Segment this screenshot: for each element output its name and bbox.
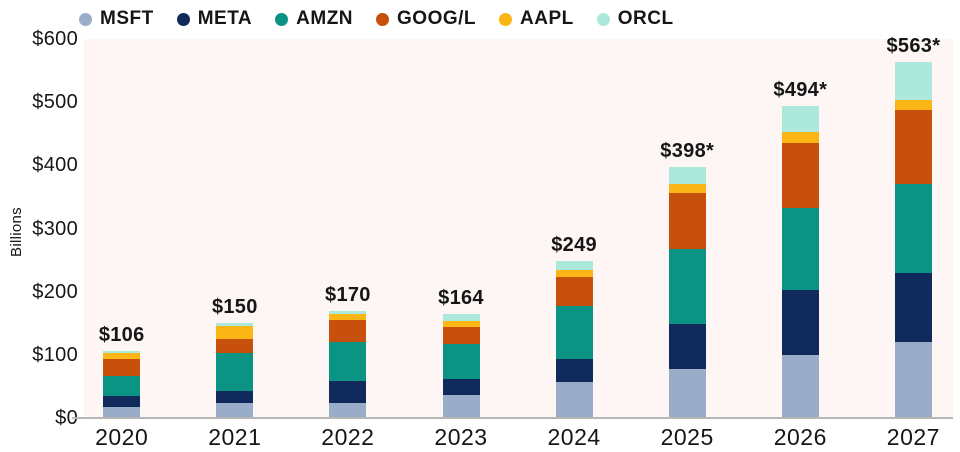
legend-label: AMZN: [296, 8, 354, 29]
legend-label: MSFT: [100, 8, 154, 29]
legend-dot-msft: [79, 12, 92, 26]
x-tick-label-2021: 2021: [208, 424, 262, 450]
bar-segment-googl-2022: [329, 320, 367, 343]
bar-segment-meta-2026: [781, 290, 819, 356]
legend-dot-orcl: [596, 12, 610, 26]
x-tick-label-2026: 2026: [773, 424, 827, 450]
y-tick-label: $300: [32, 217, 78, 240]
bar-total-label-2021: $150: [211, 296, 258, 319]
bar-segment-orcl-2026: [781, 105, 819, 132]
legend-label: META: [197, 8, 253, 29]
legend-dot-amzn: [275, 12, 289, 26]
y-tick-label: $500: [32, 91, 78, 114]
bar-segment-amzn-2027: [894, 183, 932, 274]
bar-segment-aapl-2026: [781, 131, 819, 144]
x-tick-label-2022: 2022: [321, 424, 375, 450]
y-tick-label: $200: [32, 280, 78, 303]
bar-segment-amzn-2024: [555, 306, 593, 360]
bar-segment-msft-2024: [555, 381, 593, 418]
bar-segment-googl-2026: [781, 143, 819, 209]
bar-segment-aapl-2025: [668, 183, 706, 194]
x-axis-line: [72, 417, 953, 419]
y-tick-label: $400: [32, 154, 78, 177]
legend-label: ORCL: [617, 8, 674, 29]
bar-segment-amzn-2022: [329, 342, 367, 382]
legend-item-aapl: AAPL: [499, 8, 574, 30]
bar-segment-googl-2027: [894, 110, 932, 184]
bar-segment-orcl-2027: [894, 62, 932, 100]
x-tick-label-2020: 2020: [95, 424, 149, 450]
bar-segment-orcl-2025: [668, 166, 706, 184]
bar-segment-msft-2026: [781, 355, 819, 418]
bar-segment-orcl-2022: [329, 310, 367, 315]
y-tick-label: $600: [32, 28, 78, 50]
bar-segment-googl-2020: [103, 358, 141, 376]
legend-item-meta: META: [176, 8, 253, 30]
bar-segment-meta-2027: [894, 273, 932, 343]
legend-label: AAPL: [520, 8, 574, 29]
bar-segment-orcl-2023: [442, 314, 480, 321]
bar-total-label-2025: $398*: [660, 139, 715, 162]
bar-segment-googl-2023: [442, 327, 480, 345]
legend-dot-aapl: [499, 12, 513, 26]
bar-segment-msft-2021: [216, 402, 254, 418]
bar-segment-orcl-2021: [216, 323, 254, 326]
x-tick-label-2024: 2024: [547, 424, 601, 450]
bar-segment-googl-2024: [555, 277, 593, 307]
bar-segment-aapl-2024: [555, 269, 593, 278]
legend-label: GOOG/L: [397, 8, 477, 29]
bar-segment-aapl-2023: [442, 320, 480, 328]
bar-total-label-2024: $249: [551, 233, 597, 256]
bar-total-label-2023: $164: [438, 287, 484, 310]
bar-segment-aapl-2027: [894, 99, 932, 111]
bar-segment-amzn-2025: [668, 248, 706, 324]
bar-segment-aapl-2020: [103, 352, 141, 359]
bar-segment-meta-2024: [555, 359, 593, 382]
bar-segment-orcl-2020: [103, 351, 141, 353]
bar-segment-googl-2021: [216, 339, 254, 353]
plot-area: [84, 39, 953, 418]
bar-segment-aapl-2022: [329, 314, 367, 321]
bar-segment-orcl-2024: [555, 260, 593, 270]
y-tick-label: $0: [55, 407, 78, 429]
bar-total-label-2022: $170: [325, 283, 371, 306]
bar-segment-msft-2022: [329, 402, 367, 418]
bar-segment-meta-2023: [442, 378, 480, 395]
legend-item-googl: GOOG/L: [376, 8, 476, 30]
y-tick-label: $100: [32, 343, 78, 366]
bar-segment-aapl-2021: [216, 325, 254, 340]
bar-segment-msft-2025: [668, 369, 706, 418]
bar-total-label-2026: $494*: [773, 78, 828, 101]
bar-segment-amzn-2020: [103, 375, 141, 396]
x-tick-label-2023: 2023: [434, 424, 488, 450]
bar-segment-msft-2027: [894, 342, 932, 418]
legend-item-msft: MSFT: [79, 8, 154, 30]
chart-legend: MSFT META AMZN GOOG/L AAPL ORCL: [79, 7, 674, 31]
bar-segment-meta-2021: [216, 390, 254, 403]
x-tick-label-2025: 2025: [660, 424, 714, 450]
bar-segment-amzn-2023: [442, 344, 480, 379]
x-tick-label-2027: 2027: [886, 424, 940, 450]
bar-segment-msft-2023: [442, 394, 480, 418]
bar-segment-msft-2020: [103, 406, 141, 418]
bar-total-label-2020: $106: [98, 324, 145, 347]
bar-segment-meta-2022: [329, 381, 367, 403]
legend-dot-meta: [176, 12, 190, 26]
bar-segment-googl-2025: [668, 193, 706, 249]
legend-item-amzn: AMZN: [275, 8, 353, 30]
bar-segment-amzn-2026: [781, 208, 819, 291]
bar-segment-meta-2025: [668, 323, 706, 370]
legend-item-orcl: ORCL: [596, 8, 674, 30]
bar-segment-meta-2020: [103, 395, 141, 407]
bar-segment-amzn-2021: [216, 352, 254, 391]
legend-dot-googl: [376, 12, 390, 26]
bar-total-label-2027: $563*: [886, 35, 941, 58]
